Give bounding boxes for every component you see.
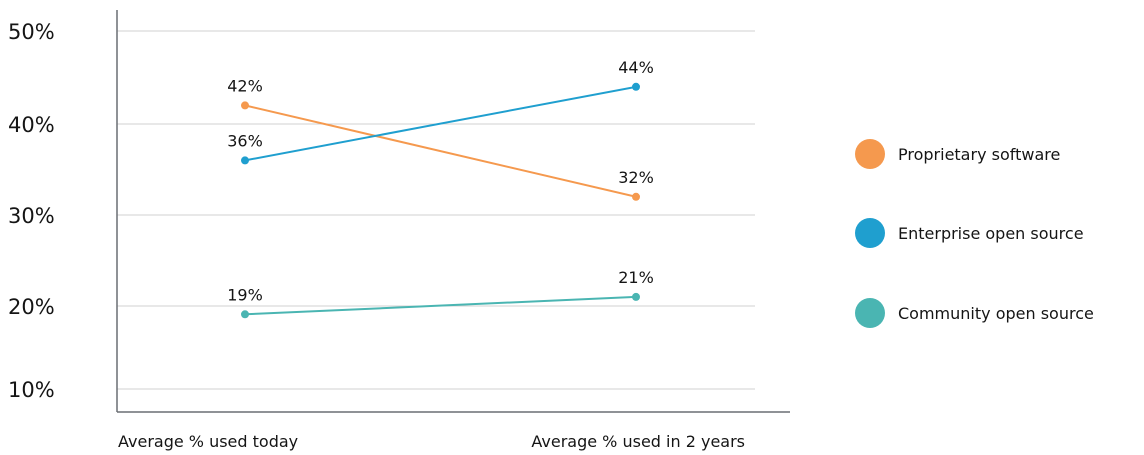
- y-tick-label: 30%: [8, 204, 55, 228]
- legend-swatch: [855, 218, 885, 248]
- legend: Proprietary software Enterprise open sour…: [855, 139, 1094, 328]
- data-label: 44%: [618, 58, 654, 77]
- data-label: 19%: [227, 285, 263, 304]
- x-category-labels: Average % used today Average % used in 2 …: [118, 432, 745, 451]
- series-line: [244, 295, 637, 316]
- legend-swatch: [855, 139, 885, 169]
- x-category-label: Average % used in 2 years: [531, 432, 745, 451]
- y-tick-label: 10%: [8, 378, 55, 402]
- data-label: 32%: [618, 168, 654, 187]
- legend-label: Proprietary software: [898, 145, 1060, 164]
- y-tick-labels: 50% 40% 30% 20% 10%: [8, 20, 55, 402]
- data-point: [241, 310, 249, 319]
- data-label: 42%: [227, 76, 263, 95]
- data-point: [632, 192, 640, 201]
- series-line: [244, 104, 637, 198]
- series-line: [244, 85, 637, 162]
- legend-label: Community open source: [898, 304, 1094, 323]
- data-label: 36%: [227, 131, 263, 150]
- x-category-label: Average % used today: [118, 432, 298, 451]
- axes: [116, 10, 790, 413]
- legend-swatch: [855, 298, 885, 328]
- y-tick-label: 40%: [8, 113, 55, 137]
- data-point: [241, 156, 249, 165]
- data-point: [241, 101, 249, 110]
- y-tick-label: 20%: [8, 295, 55, 319]
- y-tick-label: 50%: [8, 20, 55, 44]
- legend-label: Enterprise open source: [898, 224, 1084, 243]
- grid-lines: [117, 30, 755, 390]
- data-point: [632, 292, 640, 301]
- data-labels: 42% 32% 36% 44% 19% 21%: [227, 58, 654, 304]
- data-point: [632, 82, 640, 91]
- series-lines: [241, 82, 640, 319]
- data-label: 21%: [618, 268, 654, 287]
